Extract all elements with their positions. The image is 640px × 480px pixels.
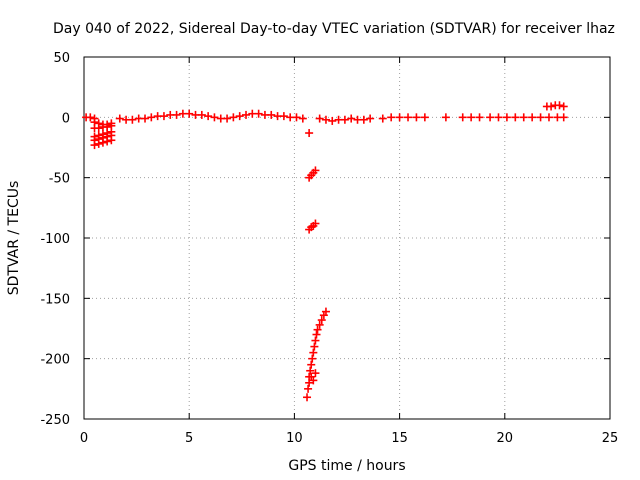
- data-point: [185, 109, 194, 118]
- data-points: [82, 101, 568, 402]
- data-point: [267, 110, 276, 119]
- x-tick-label: 5: [185, 431, 193, 446]
- data-point: [141, 114, 150, 123]
- data-point: [441, 113, 450, 122]
- data-point: [304, 384, 313, 393]
- y-tick-label: -50: [49, 172, 70, 187]
- data-point: [404, 113, 413, 122]
- data-point: [412, 113, 421, 122]
- data-point: [547, 102, 556, 111]
- data-point: [475, 113, 484, 122]
- data-point: [115, 114, 124, 123]
- data-point: [107, 136, 116, 145]
- y-axis-label: SDTVAR / TECUs: [6, 181, 22, 296]
- y-tick-label: 50: [53, 51, 70, 66]
- y-tick-label: -100: [40, 232, 70, 247]
- chart-title: Day 040 of 2022, Sidereal Day-to-day VTE…: [53, 21, 615, 37]
- data-point: [420, 113, 429, 122]
- x-tick-label: 15: [391, 431, 408, 446]
- data-point: [98, 138, 107, 147]
- data-point: [486, 113, 495, 122]
- data-point: [90, 141, 99, 150]
- data-point: [308, 354, 317, 363]
- data-point: [467, 113, 476, 122]
- data-point: [315, 320, 324, 329]
- data-point: [555, 101, 564, 110]
- x-tick-label: 25: [602, 431, 619, 446]
- data-point: [502, 113, 511, 122]
- data-point: [311, 369, 320, 378]
- data-point: [311, 166, 320, 175]
- data-point: [223, 114, 232, 123]
- data-point: [310, 342, 319, 351]
- x-tick-label: 10: [286, 431, 303, 446]
- data-point: [292, 113, 301, 122]
- data-point: [242, 110, 251, 119]
- data-point: [254, 109, 263, 118]
- axis-ticks: 0 5 10 15 20 25 50 0 -50 -100 -150 -200 -250: [40, 51, 618, 446]
- data-point: [494, 113, 503, 122]
- data-point: [378, 114, 387, 123]
- data-point: [94, 139, 103, 148]
- data-point: [210, 113, 219, 122]
- x-tick-label: 20: [497, 431, 514, 446]
- data-point: [94, 124, 103, 133]
- y-tick-label: 0: [62, 111, 70, 126]
- data-point: [387, 113, 396, 122]
- data-point: [298, 114, 307, 123]
- data-point: [204, 112, 213, 121]
- data-point: [309, 348, 318, 357]
- data-point: [359, 115, 368, 124]
- x-axis-label: GPS time / hours: [288, 458, 405, 474]
- data-point: [317, 316, 326, 325]
- y-tick-label: -250: [40, 413, 70, 428]
- data-point: [544, 113, 553, 122]
- data-point: [536, 113, 545, 122]
- data-point: [519, 113, 528, 122]
- data-point: [159, 112, 168, 121]
- data-point: [128, 115, 137, 124]
- data-point: [511, 113, 520, 122]
- y-tick-label: -200: [40, 353, 70, 368]
- y-tick-label: -150: [40, 292, 70, 307]
- data-point: [559, 102, 568, 111]
- data-point: [559, 113, 568, 122]
- data-point: [321, 115, 330, 124]
- data-point: [311, 219, 320, 228]
- data-point: [313, 325, 322, 334]
- x-tick-label: 0: [80, 431, 88, 446]
- data-point: [312, 330, 321, 339]
- data-point: [86, 113, 95, 122]
- plot-frame: [83, 56, 611, 420]
- data-point: [172, 110, 181, 119]
- data-point: [303, 393, 312, 402]
- data-point: [315, 114, 324, 123]
- data-point: [229, 113, 238, 122]
- data-point: [395, 113, 404, 122]
- data-point: [311, 336, 320, 345]
- grid-lines: [84, 57, 610, 419]
- data-point: [328, 116, 337, 125]
- data-point: [306, 366, 315, 375]
- data-point: [366, 114, 375, 123]
- data-point: [279, 112, 288, 121]
- data-point: [340, 115, 349, 124]
- data-point: [305, 378, 314, 387]
- data-point: [197, 110, 206, 119]
- data-point: [347, 114, 356, 123]
- data-point: [458, 113, 467, 122]
- data-point: [321, 307, 330, 316]
- data-point: [235, 112, 244, 121]
- data-point: [309, 376, 318, 385]
- data-point: [103, 137, 112, 146]
- data-point: [307, 360, 316, 369]
- data-point: [528, 113, 537, 122]
- data-point: [305, 129, 314, 138]
- data-point: [147, 113, 156, 122]
